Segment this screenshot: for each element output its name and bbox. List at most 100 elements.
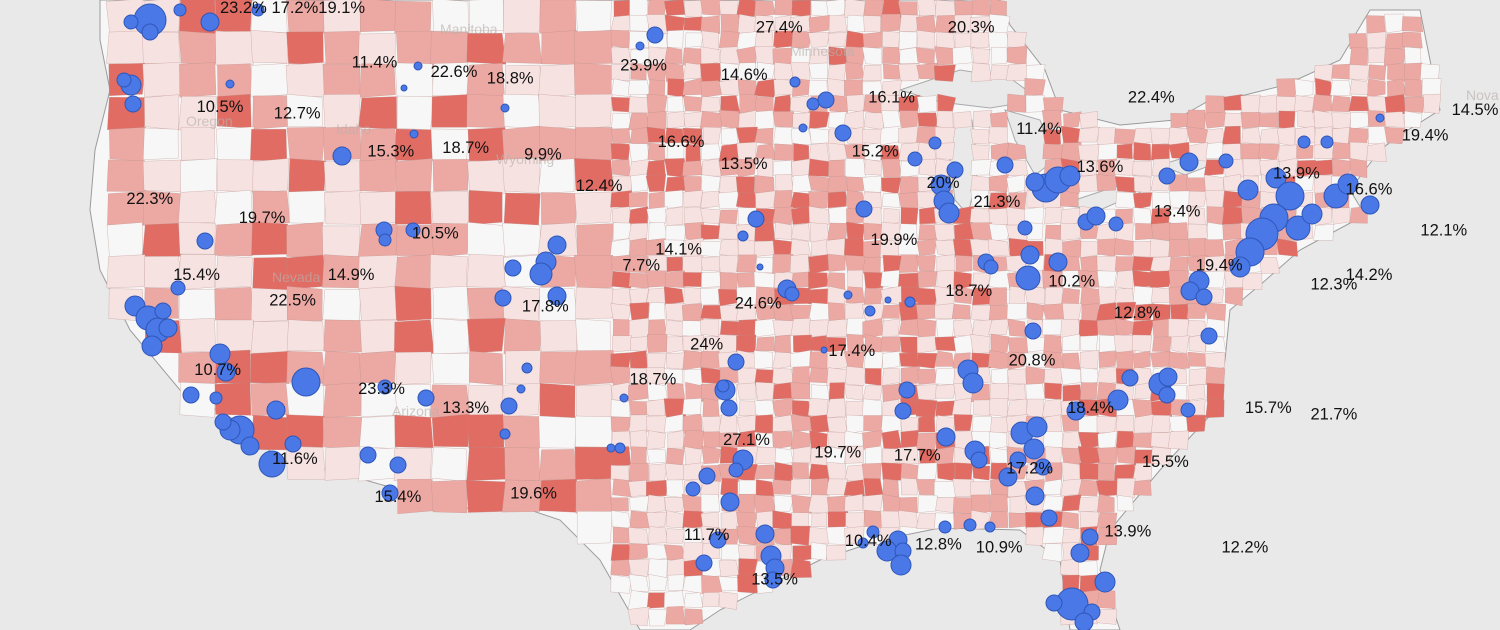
county-cell[interactable] <box>791 30 813 50</box>
city-marker[interactable] <box>1025 172 1045 192</box>
county-cell[interactable] <box>900 365 921 384</box>
county-cell[interactable] <box>1023 352 1046 369</box>
county-cell[interactable] <box>988 398 1009 418</box>
county-cell[interactable] <box>394 414 434 449</box>
county-cell[interactable] <box>502 93 543 129</box>
city-marker[interactable] <box>962 372 984 394</box>
county-cell[interactable] <box>1313 109 1335 129</box>
county-cell[interactable] <box>1135 223 1154 241</box>
county-cell[interactable] <box>916 14 936 34</box>
county-cell[interactable] <box>1044 382 1062 400</box>
county-cell[interactable] <box>755 190 777 210</box>
county-cell[interactable] <box>286 319 325 352</box>
county-cell[interactable] <box>1294 78 1314 98</box>
county-cell[interactable] <box>738 493 756 514</box>
county-cell[interactable] <box>953 111 973 129</box>
county-cell[interactable] <box>178 190 218 225</box>
county-cell[interactable] <box>538 93 577 130</box>
city-marker[interactable] <box>1108 216 1124 232</box>
county-cell[interactable] <box>790 478 811 496</box>
county-cell[interactable] <box>1348 64 1370 81</box>
county-cell[interactable] <box>774 461 794 482</box>
county-cell[interactable] <box>792 545 813 562</box>
county-cell[interactable] <box>845 46 866 65</box>
county-cell[interactable] <box>701 271 722 288</box>
county-cell[interactable] <box>1296 159 1316 178</box>
county-cell[interactable] <box>180 126 215 161</box>
county-cell[interactable] <box>828 382 845 401</box>
county-cell[interactable] <box>825 398 846 419</box>
county-cell[interactable] <box>700 224 722 240</box>
county-cell[interactable] <box>628 480 649 497</box>
county-cell[interactable] <box>666 95 685 113</box>
county-cell[interactable] <box>323 190 362 225</box>
county-cell[interactable] <box>575 0 612 34</box>
county-cell[interactable] <box>1025 94 1046 113</box>
county-cell[interactable] <box>1061 494 1082 512</box>
county-cell[interactable] <box>973 399 991 416</box>
county-cell[interactable] <box>612 478 633 498</box>
city-marker[interactable] <box>417 389 435 407</box>
county-cell[interactable] <box>736 526 758 546</box>
county-cell[interactable] <box>738 479 758 495</box>
county-cell[interactable] <box>989 0 1007 16</box>
county-cell[interactable] <box>772 414 794 434</box>
city-marker[interactable] <box>494 289 512 307</box>
county-cell[interactable] <box>610 544 632 562</box>
county-cell[interactable] <box>1062 303 1082 322</box>
county-cell[interactable] <box>736 46 757 65</box>
county-cell[interactable] <box>611 128 631 145</box>
county-cell[interactable] <box>719 238 739 258</box>
county-cell[interactable] <box>575 127 613 161</box>
city-marker[interactable] <box>377 379 393 395</box>
county-cell[interactable] <box>810 542 829 561</box>
county-cell[interactable] <box>1186 126 1209 144</box>
county-cell[interactable] <box>808 190 829 209</box>
city-marker[interactable] <box>1024 322 1042 340</box>
county-cell[interactable] <box>394 0 432 35</box>
county-cell[interactable] <box>882 383 902 402</box>
county-cell[interactable] <box>106 30 145 66</box>
county-cell[interactable] <box>682 160 704 177</box>
county-cell[interactable] <box>1150 127 1172 146</box>
county-cell[interactable] <box>214 286 254 322</box>
county-cell[interactable] <box>665 479 685 498</box>
county-cell[interactable] <box>1383 47 1406 67</box>
city-marker[interactable] <box>173 3 187 17</box>
county-cell[interactable] <box>1332 141 1352 160</box>
county-cell[interactable] <box>717 191 739 209</box>
county-cell[interactable] <box>881 448 901 465</box>
county-cell[interactable] <box>774 0 795 16</box>
county-cell[interactable] <box>828 159 845 179</box>
county-cell[interactable] <box>538 415 577 449</box>
county-cell[interactable] <box>700 208 721 225</box>
city-marker[interactable] <box>619 393 629 403</box>
county-cell[interactable] <box>286 0 326 34</box>
county-cell[interactable] <box>700 46 721 66</box>
county-cell[interactable] <box>809 350 829 370</box>
city-marker[interactable] <box>857 537 869 549</box>
county-cell[interactable] <box>1188 190 1208 207</box>
county-cell[interactable] <box>394 319 435 354</box>
county-cell[interactable] <box>574 30 613 65</box>
county-cell[interactable] <box>1387 63 1407 82</box>
city-marker[interactable] <box>200 12 220 32</box>
county-cell[interactable] <box>988 238 1010 257</box>
county-cell[interactable] <box>935 415 956 432</box>
county-cell[interactable] <box>537 158 575 194</box>
county-cell[interactable] <box>845 61 864 81</box>
county-cell[interactable] <box>646 511 667 529</box>
county-cell[interactable] <box>900 207 919 226</box>
county-cell[interactable] <box>863 287 884 307</box>
county-cell[interactable] <box>989 417 1010 434</box>
county-cell[interactable] <box>1063 111 1082 129</box>
county-cell[interactable] <box>466 414 505 449</box>
county-cell[interactable] <box>684 608 704 626</box>
city-marker[interactable] <box>1025 486 1045 506</box>
county-cell[interactable] <box>629 14 649 32</box>
county-cell[interactable] <box>1132 462 1153 483</box>
county-cell[interactable] <box>918 413 936 433</box>
county-cell[interactable] <box>989 382 1010 401</box>
county-cell[interactable] <box>952 303 971 320</box>
county-cell[interactable] <box>790 317 811 336</box>
